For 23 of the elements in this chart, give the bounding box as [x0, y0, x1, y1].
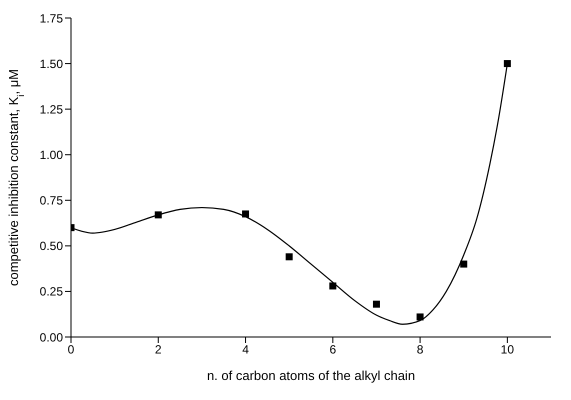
- point: [242, 210, 250, 218]
- point: [154, 211, 162, 218]
- point: [372, 300, 380, 308]
- point: [286, 253, 293, 260]
- point: [329, 282, 336, 290]
- point: [504, 60, 511, 68]
- x-axis-title: n. of carbon atoms of the alkyl chain: [206, 368, 416, 383]
- point: [460, 260, 468, 268]
- y-tick-label: 1.25: [40, 102, 64, 116]
- x-tick-label: 0: [68, 342, 75, 357]
- y-tick-label: 0.25: [40, 284, 64, 299]
- x-tick-label: 10: [500, 342, 514, 357]
- x-tick-label: 4: [242, 342, 250, 357]
- y-tick-label: 1.75: [40, 11, 64, 26]
- y-tick-label: 1.00: [40, 148, 64, 162]
- y-tick-label: 0.75: [40, 194, 64, 208]
- x-tick-label: 8: [416, 342, 424, 357]
- y-tick-label: 0.50: [40, 239, 64, 254]
- y-tick-label: 1.50: [40, 56, 64, 71]
- x-tick-label: 2: [154, 342, 162, 357]
- x-tick-label: 6: [329, 342, 336, 357]
- point: [416, 313, 424, 320]
- y-tick-label: 0.00: [40, 330, 64, 344]
